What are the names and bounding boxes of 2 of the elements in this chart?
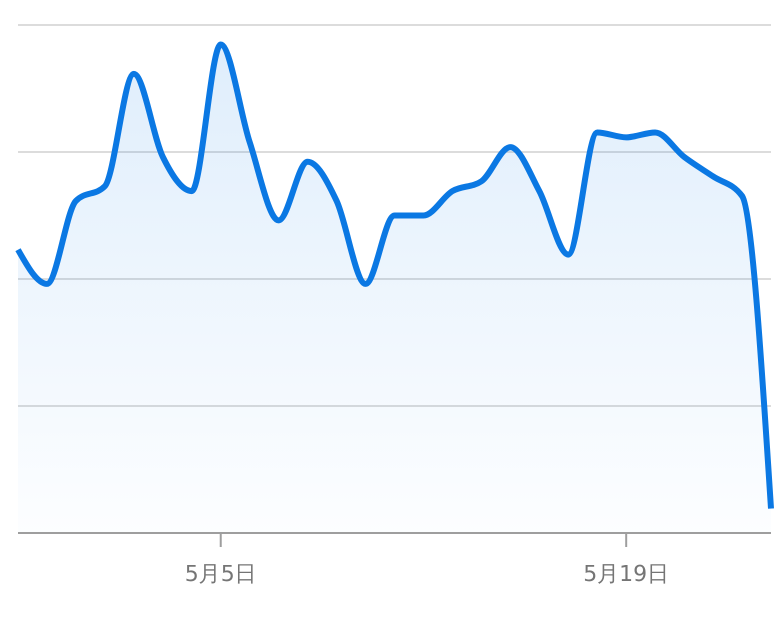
x-tick-label: 5月5日 [184, 562, 257, 587]
x-tick-label: 5月19日 [583, 562, 670, 587]
